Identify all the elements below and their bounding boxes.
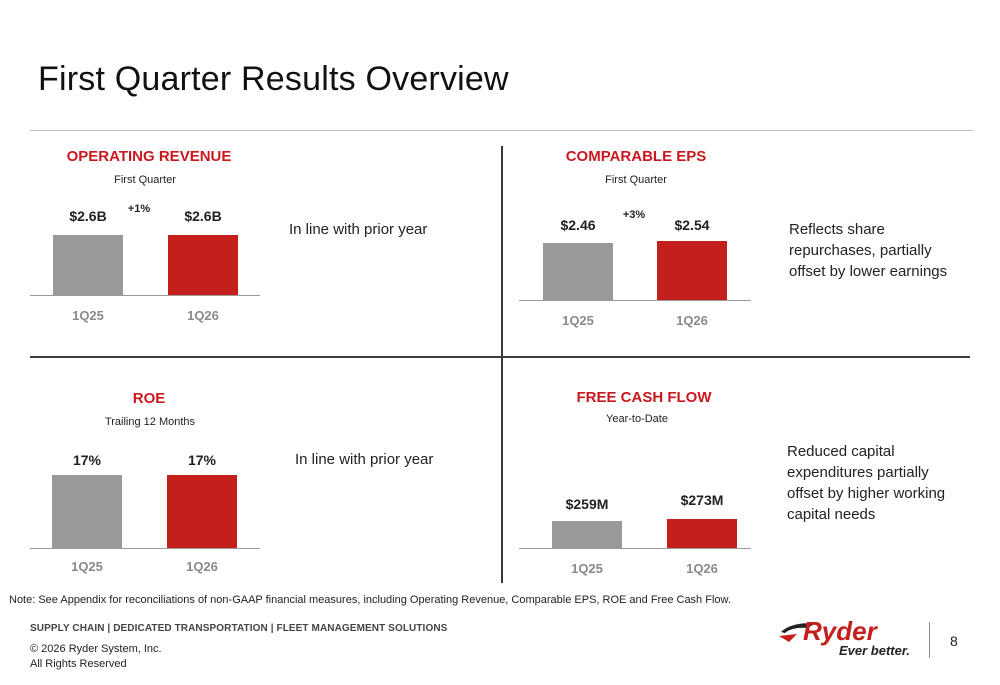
chart-baseline	[30, 548, 260, 549]
footnote: Note: See Appendix for reconciliations o…	[9, 594, 731, 606]
logo-slogan: Ever better.	[839, 643, 910, 658]
ryder-logo: Ryder Ever better.	[779, 616, 910, 658]
chart-baseline	[30, 295, 260, 296]
panel-title: ROE	[132, 390, 166, 407]
panel-comment: In line with prior year	[289, 221, 428, 238]
panel-comment: In line with prior year	[295, 451, 434, 468]
bar-1q26	[168, 235, 238, 295]
bar-label-1q25: $2.6B	[69, 208, 107, 224]
panel-title: COMPARABLE EPS	[565, 148, 707, 165]
vertical-divider	[501, 146, 503, 583]
title-divider	[30, 130, 973, 131]
category-1q25: 1Q25	[571, 561, 603, 576]
category-1q26: 1Q26	[686, 561, 718, 576]
category-1q26: 1Q26	[187, 308, 219, 323]
panel-subtitle: Trailing 12 Months	[104, 416, 196, 428]
copyright-block: © 2026 Ryder System, Inc. All Rights Res…	[30, 642, 162, 672]
bar-1q25	[543, 243, 613, 300]
bar-label-1q25: $2.46	[560, 217, 596, 233]
bar-1q26	[657, 241, 727, 300]
panel-comment: Reduced capital expenditures partially o…	[787, 443, 946, 523]
logo-divider	[929, 622, 930, 658]
bar-1q26	[667, 519, 737, 548]
panel-title: OPERATING REVENUE	[66, 148, 232, 165]
panel-subtitle: First Quarter	[114, 174, 176, 186]
bar-1q25	[552, 521, 622, 548]
panel-subtitle: Year-to-Date	[606, 413, 668, 425]
bar-1q25	[52, 475, 122, 548]
bar-label-1q26: $2.6B	[184, 208, 222, 224]
footer-tagline: SUPPLY CHAIN | DEDICATED TRANSPORTATION …	[30, 623, 448, 634]
page-number: 8	[950, 633, 958, 649]
bar-label-1q25: 17%	[72, 452, 102, 468]
panel-comment: Reflects share repurchases, partially of…	[789, 221, 948, 280]
category-1q25: 1Q25	[72, 308, 104, 323]
logo-wordmark: Ryder	[803, 616, 879, 646]
bar-label-1q25: $259M	[565, 496, 609, 512]
bar-1q26	[167, 475, 237, 548]
change-label: +1%	[127, 203, 151, 215]
change-label: +3%	[622, 209, 646, 221]
category-1q25: 1Q25	[71, 559, 103, 574]
page-title: First Quarter Results Overview	[38, 60, 509, 98]
copyright-text: © 2026 Ryder System, Inc.	[30, 643, 162, 655]
category-1q26: 1Q26	[676, 313, 708, 328]
panel-title: FREE CASH FLOW	[576, 389, 712, 406]
category-1q25: 1Q25	[562, 313, 594, 328]
bar-1q25	[53, 235, 123, 295]
bar-label-1q26: 17%	[187, 452, 217, 468]
category-1q26: 1Q26	[186, 559, 218, 574]
chart-baseline	[519, 300, 751, 301]
chart-baseline	[519, 548, 751, 549]
bar-label-1q26: $273M	[680, 492, 724, 508]
horizontal-divider	[30, 356, 970, 358]
panel-subtitle: First Quarter	[605, 174, 667, 186]
rights-text: All Rights Reserved	[30, 658, 127, 670]
bar-label-1q26: $2.54	[674, 217, 710, 233]
